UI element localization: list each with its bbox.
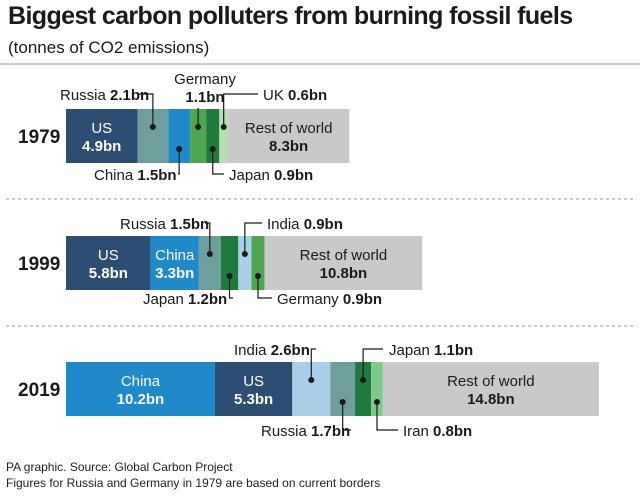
bar-1979-uk: [219, 109, 229, 163]
bar-1979-germany: [190, 109, 207, 163]
segment-value-1999-rest-of-world: 10.8bn: [320, 265, 368, 282]
segment-value-1979-rest-of-world: 8.3bn: [269, 138, 308, 155]
segment-value-2019-us: 5.3bn: [234, 391, 273, 408]
year-label-2019: 2019: [18, 380, 60, 401]
segment-label-1979-us: US: [91, 120, 112, 137]
chart-subtitle: (tonnes of CO2 emissions): [8, 38, 210, 57]
leader-1979-russia: [137, 93, 154, 127]
segment-label-2019-china: China: [121, 373, 161, 390]
leader-2019-japan: [362, 348, 383, 380]
leader-1979-uk: [223, 93, 258, 127]
leader-1979-germany-dot: [195, 124, 202, 130]
segment-value-2019-rest-of-world: 14.8bn: [467, 391, 515, 408]
leader-1999-russia: [205, 222, 211, 254]
callout-label-1979-germany: Germany: [174, 71, 236, 88]
year-label-1999: 1999: [18, 254, 60, 275]
leader-2019-russia-dot: [339, 399, 346, 405]
bar-1999-us: [66, 236, 151, 290]
segment-label-1999-china: China: [155, 247, 195, 264]
leader-1979-japan-dot: [209, 146, 216, 152]
segment-label-2019-us: US: [243, 373, 264, 390]
callout-1999-russia: Russia 1.5bn: [120, 216, 209, 233]
leader-1979-china-dot: [176, 146, 183, 152]
callout-2019-iran: Iran 0.8bn: [403, 423, 472, 440]
callout-1979-china: China 1.5bn: [94, 167, 177, 184]
leader-2019-russia: [342, 402, 351, 431]
bar-2019-china: [66, 362, 215, 416]
callout-1979-japan: Japan 0.9bn: [229, 167, 313, 184]
bar-1979-japan: [206, 109, 220, 163]
bar-1999-rest-of-world: [264, 236, 423, 290]
bar-2019-japan: [355, 362, 372, 416]
leader-1999-japan-dot: [226, 273, 233, 279]
leader-2019-india-dot: [308, 377, 315, 383]
leader-1999-india: [244, 222, 262, 254]
segment-label-1979-rest-of-world: Rest of world: [245, 120, 333, 137]
callout-1979-uk: UK 0.6bn: [263, 87, 327, 104]
bar-1999-china: [150, 236, 199, 290]
bar-1999-india: [238, 236, 252, 290]
segment-value-2019-china: 10.2bn: [117, 391, 165, 408]
chart-title: Biggest carbon polluters from burning fo…: [8, 2, 573, 30]
segment-label-2019-rest-of-world: Rest of world: [447, 373, 535, 390]
bar-2019-iran: [371, 362, 383, 416]
leader-1999-japan: [228, 276, 233, 299]
bar-1999-japan: [220, 236, 239, 290]
bar-2019-us: [214, 362, 293, 416]
bar-1979-china: [168, 109, 191, 163]
leader-1979-russia-dot: [149, 124, 156, 130]
footer-note: Figures for Russia and Germany in 1979 a…: [6, 476, 381, 490]
leader-1979-uk-dot: [220, 124, 227, 130]
segment-label-1999-rest-of-world: Rest of world: [300, 247, 388, 264]
callout-1999-japan: Japan 1.2bn: [143, 291, 227, 308]
bar-1999-russia: [198, 236, 221, 290]
bar-1999-germany: [251, 236, 265, 290]
leader-1979-japan: [212, 149, 224, 175]
leader-2019-japan-dot: [360, 377, 367, 383]
segment-value-1999-us: 5.8bn: [89, 265, 128, 282]
bar-1979-rest-of-world: [228, 109, 350, 163]
segment-label-1999-us: US: [98, 247, 119, 264]
callout-2019-japan: Japan 1.1bn: [389, 342, 473, 359]
callout-1999-india: India 0.9bn: [267, 216, 343, 233]
footer-source: PA graphic. Source: Global Carbon Projec…: [6, 460, 233, 474]
callout-value-1979-germany: 1.1bn: [185, 89, 224, 106]
leader-2019-iran-dot: [373, 399, 380, 405]
leader-1999-russia-dot: [206, 251, 213, 257]
callout-2019-russia: Russia 1.7bn: [261, 423, 350, 440]
leader-2019-iran: [376, 402, 398, 431]
leader-1979-china: [178, 149, 180, 175]
leader-1999-germany-dot: [254, 273, 261, 279]
leader-1999-germany: [257, 276, 272, 299]
callout-2019-india: India 2.6bn: [234, 342, 310, 359]
year-label-1979: 1979: [18, 127, 60, 148]
segment-value-1979-us: 4.9bn: [82, 138, 121, 155]
callout-1999-germany: Germany 0.9bn: [277, 291, 382, 308]
bar-1979-us: [66, 109, 138, 163]
leader-1999-india-dot: [241, 251, 248, 257]
callout-1979-russia: Russia 2.1bn: [60, 87, 149, 104]
segment-value-1999-china: 3.3bn: [155, 265, 194, 282]
leader-2019-india: [310, 348, 316, 380]
bar-2019-rest-of-world: [382, 362, 599, 416]
